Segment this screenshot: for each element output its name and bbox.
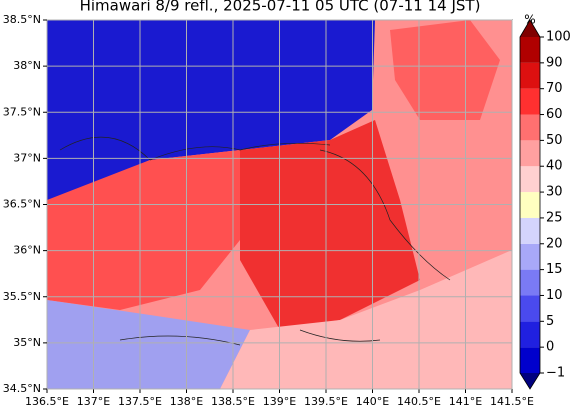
colorbar-tick-label: 60 xyxy=(546,107,563,122)
coastline xyxy=(59,136,451,346)
x-tick-label: 138.5°E xyxy=(211,395,255,408)
map-title: Himawari 8/9 refl., 2025-07-11 05 UTC (0… xyxy=(80,0,481,15)
colorbar-extend-high xyxy=(520,20,540,37)
y-tick-label: 36°N xyxy=(13,244,41,257)
colorbar-segment xyxy=(520,166,540,193)
x-tick-label: 137°E xyxy=(77,395,110,408)
y-tick-label: 34.5°N xyxy=(3,382,41,395)
x-tick-label: 140.5°E xyxy=(397,395,441,408)
x-tick-label: 140°E xyxy=(356,395,389,408)
colorbar-tick-label: 10 xyxy=(546,288,563,303)
colorbar-tick-label: 20 xyxy=(546,236,563,251)
colorbar-tick-label: 70 xyxy=(546,81,563,96)
x-tick-label: 137.5°E xyxy=(118,395,162,408)
colorbar-extend-low xyxy=(520,373,540,389)
colorbar-segment xyxy=(520,243,540,270)
y-tick-label: 37°N xyxy=(13,151,41,164)
colorbar-segment xyxy=(520,192,540,218)
colorbar-tick-label: 90 xyxy=(546,55,563,70)
colorbar-tick-label: 25 xyxy=(546,210,563,225)
thin-cloud xyxy=(220,250,512,389)
x-tick-label: 139°E xyxy=(263,395,296,408)
colorbar-segment xyxy=(520,269,540,296)
colorbar-segment xyxy=(520,114,540,141)
colorbar-tick-label: 15 xyxy=(546,262,563,277)
x-tick-label: 141.5°E xyxy=(490,395,534,408)
colorbar-segment xyxy=(520,217,540,244)
colorbar-segment xyxy=(520,37,540,63)
x-tick-label: 138°E xyxy=(170,395,203,408)
colorbar-tick-label: −1 xyxy=(546,366,565,381)
colorbar-tick-label: 40 xyxy=(546,159,563,174)
x-tick-label: 136.5°E xyxy=(25,395,69,408)
thick-cloud xyxy=(240,120,420,330)
colorbar-tick-label: 30 xyxy=(546,185,563,200)
y-tick-label: 35°N xyxy=(13,336,41,349)
x-tick-label: 141°E xyxy=(449,395,482,408)
y-tick-label: 38.5°N xyxy=(3,13,41,26)
y-tick-label: 38°N xyxy=(13,59,41,72)
y-tick-label: 37.5°N xyxy=(3,105,41,118)
colorbar-segment xyxy=(520,62,540,89)
colorbar-tick-label: 50 xyxy=(546,133,563,148)
cloud-patch xyxy=(390,20,500,120)
y-tick-label: 35.5°N xyxy=(3,290,41,303)
colorbar-tick-label: 0 xyxy=(546,340,554,355)
colorbar-segment xyxy=(520,88,540,115)
y-tick-label: 36.5°N xyxy=(3,198,41,211)
colorbar-segment xyxy=(520,321,540,348)
colorbar-tick-label: 100 xyxy=(546,30,571,45)
cloud-area xyxy=(47,150,240,310)
colorbar-segment xyxy=(520,140,540,167)
colorbar-segment xyxy=(520,295,540,322)
colorbar-tick-label: 5 xyxy=(546,314,554,329)
x-tick-label: 139.5°E xyxy=(304,395,348,408)
colorbar-segment xyxy=(520,347,540,373)
low-reflect-area xyxy=(47,300,250,389)
